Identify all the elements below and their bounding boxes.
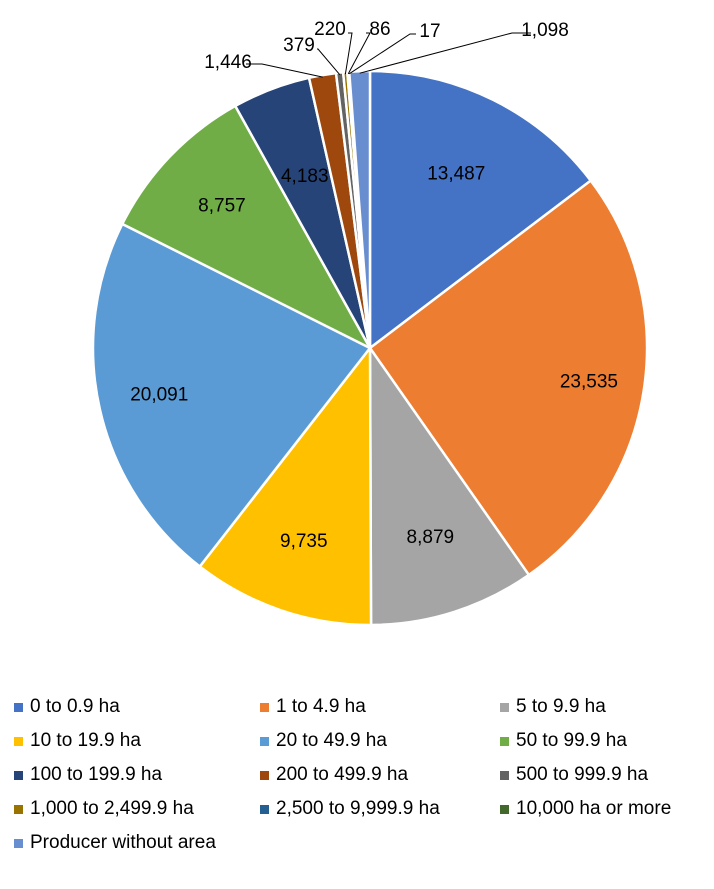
legend-label: 500 to 999.9 ha	[516, 764, 649, 785]
legend: 0 to 0.9 ha 1 to 4.9 ha 5 to 9.9 ha 10 to 1…	[0, 696, 714, 876]
legend-item: 100 to 199.9 ha	[14, 764, 162, 786]
pie-slice	[198, 344, 373, 627]
data-labels: 13,487 23,535 8,879 9,735 20,091 8,757 4,183 1,…	[130, 19, 618, 552]
slice-value-label: 379	[283, 35, 315, 56]
leader-line	[317, 48, 341, 75]
legend-item: 20 to 49.9 ha	[260, 730, 387, 752]
legend-label: 2,500 to 9,999.9 ha	[276, 798, 440, 819]
slice-value-label: 1,446	[204, 52, 252, 73]
legend-label: 0 to 0.9 ha	[30, 696, 120, 717]
legend-swatch	[14, 736, 23, 746]
slice-value-label: 13,487	[427, 163, 485, 184]
slice-value-label: 8,879	[407, 527, 455, 548]
slice-value-label: 9,735	[280, 531, 328, 552]
legend-label: 100 to 199.9 ha	[30, 764, 163, 785]
legend-label: 10,000 ha or more	[516, 798, 672, 819]
legend-item: 1 to 4.9 ha	[260, 696, 366, 718]
slice-value-label: 23,535	[560, 371, 618, 392]
legend-item: 200 to 499.9 ha	[260, 764, 408, 786]
pie-slice	[368, 69, 593, 351]
legend-label: 200 to 499.9 ha	[276, 764, 409, 785]
legend-swatch	[14, 804, 23, 814]
leader-line	[246, 63, 323, 78]
slice-value-label: 1,098	[521, 20, 569, 41]
legend-item: 10 to 19.9 ha	[14, 730, 141, 752]
legend-swatch	[260, 736, 269, 746]
legend-label: 1,000 to 2,499.9 ha	[30, 798, 194, 819]
leader-line	[344, 32, 353, 75]
slice-value-label: 4,183	[281, 166, 329, 187]
legend-item: 1,000 to 2,499.9 ha	[14, 798, 194, 820]
legend-swatch	[260, 702, 269, 712]
legend-label: 20 to 49.9 ha	[276, 730, 387, 751]
leader-line	[348, 33, 416, 75]
legend-label: Producer without area	[30, 832, 216, 853]
pie-slice	[91, 222, 372, 569]
leader-lines	[246, 32, 531, 78]
slice-value-label: 8,757	[198, 195, 246, 216]
legend-swatch	[260, 770, 269, 780]
legend-label: 10 to 19.9 ha	[30, 730, 141, 751]
legend-swatch	[500, 804, 509, 814]
pie-slices	[91, 69, 649, 627]
legend-swatch	[14, 702, 23, 712]
pie-slice	[368, 344, 531, 627]
legend-item: 0 to 0.9 ha	[14, 696, 120, 718]
legend-label: 50 to 99.9 ha	[516, 730, 627, 751]
slice-value-label: 220	[314, 19, 346, 40]
legend-label: 1 to 4.9 ha	[276, 696, 366, 717]
leader-line	[347, 32, 371, 75]
legend-item: 500 to 999.9 ha	[500, 764, 648, 786]
legend-swatch	[500, 736, 509, 746]
slice-value-label: 86	[369, 19, 390, 40]
legend-swatch	[14, 770, 23, 780]
legend-item: 5 to 9.9 ha	[500, 696, 606, 718]
legend-swatch	[14, 838, 23, 848]
pie-chart: 13,487 23,535 8,879 9,735 20,091 8,757 4,183 1,…	[91, 19, 649, 627]
legend-swatch	[500, 702, 509, 712]
legend-swatch	[500, 770, 509, 780]
legend-item: 50 to 99.9 ha	[500, 730, 627, 752]
slice-value-label: 20,091	[130, 385, 188, 406]
legend-swatch	[260, 804, 269, 814]
leader-line	[359, 32, 531, 74]
legend-item: 2,500 to 9,999.9 ha	[260, 798, 440, 820]
legend-label: 5 to 9.9 ha	[516, 696, 606, 717]
legend-item: 10,000 ha or more	[500, 798, 671, 820]
pie-slice	[368, 178, 649, 577]
legend-item: Producer without area	[14, 832, 216, 854]
pie-slice	[120, 104, 374, 351]
slice-value-label: 17	[419, 21, 440, 42]
